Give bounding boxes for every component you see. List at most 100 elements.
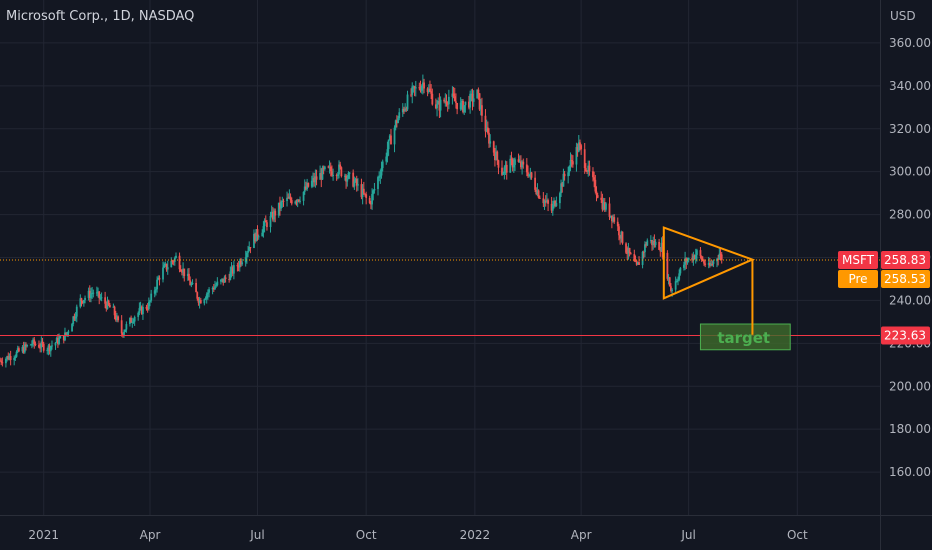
candle-body	[261, 232, 264, 237]
time-axis[interactable]: 2021 Apr Jul Oct 2022 Apr Jul Oct	[0, 515, 932, 543]
candle-body	[87, 290, 90, 298]
candle-body	[149, 300, 151, 302]
candle-body	[635, 261, 638, 265]
pre-market-tag-label: Pre	[848, 272, 867, 286]
candle-body	[129, 317, 131, 325]
candle-body	[236, 265, 239, 267]
candle-body	[241, 262, 244, 265]
candle-body	[414, 87, 417, 89]
candle-body	[13, 357, 16, 361]
candle-body	[270, 211, 273, 216]
candle-body	[481, 105, 483, 116]
candle-body	[204, 298, 207, 300]
candle-body	[486, 127, 489, 133]
candle-body	[130, 317, 133, 323]
candle-body	[155, 289, 157, 291]
candle-body	[460, 100, 463, 103]
candle-body	[90, 293, 92, 298]
candle-body	[71, 323, 73, 332]
candle-body	[348, 172, 351, 174]
candle-body	[195, 282, 197, 293]
x-tick-label: Apr	[140, 528, 161, 542]
candle-body	[660, 242, 663, 252]
candle-body	[679, 267, 682, 274]
candle-body	[240, 260, 242, 265]
candle-body	[282, 200, 285, 202]
candle-body	[9, 356, 12, 361]
candle-body	[166, 267, 169, 270]
candle-body	[269, 215, 272, 228]
candle-body	[686, 260, 689, 263]
candle-body	[477, 89, 480, 94]
candle-body	[365, 194, 368, 198]
candle-body	[153, 290, 156, 294]
candle-body	[274, 210, 277, 216]
candle-body	[347, 172, 350, 179]
candle-body	[568, 166, 571, 173]
candle-body	[649, 240, 652, 242]
candle-body	[145, 307, 148, 309]
candle-body	[1, 362, 4, 364]
candle-body	[17, 348, 20, 352]
candle-body	[332, 174, 335, 176]
candle-body	[385, 156, 388, 162]
currency-label: USD	[890, 9, 916, 23]
candle-body	[211, 287, 214, 290]
candle-body	[621, 231, 624, 244]
x-tick-label: 2022	[460, 528, 491, 542]
last-price-tag-value: 258.83	[884, 253, 926, 267]
candle-body	[256, 229, 259, 237]
candle-body	[124, 329, 127, 332]
candle-body	[479, 105, 482, 110]
candle-body	[421, 82, 424, 86]
candle-body	[394, 120, 397, 128]
drawing-annotations[interactable]: target	[662, 226, 791, 351]
candle-body	[545, 200, 548, 202]
candle-body	[133, 316, 136, 322]
candle-body	[75, 306, 78, 317]
price-axis[interactable]: 160.00180.00200.00220.00240.00260.00280.…	[880, 0, 932, 550]
candle-body	[551, 204, 554, 211]
candle-body	[586, 171, 588, 173]
candle-body	[444, 100, 447, 102]
candle-body	[543, 200, 546, 204]
candle-body	[453, 96, 456, 102]
candle-body	[463, 105, 466, 113]
candle-body	[228, 278, 231, 280]
candle-body	[497, 160, 500, 168]
x-tick-label: Apr	[571, 528, 592, 542]
candle-body	[280, 201, 283, 209]
candle-body	[106, 300, 109, 309]
chart-title: Microsoft Corp., 1D, NASDAQ	[6, 9, 195, 24]
last-price-tag: MSFT 258.83	[838, 251, 930, 270]
candle-body	[277, 202, 280, 216]
candle-body	[165, 263, 168, 270]
pre-market-tag-value-bg	[881, 270, 930, 289]
candle-body	[41, 341, 44, 344]
candle-body	[303, 186, 306, 192]
candle-body	[468, 101, 470, 108]
y-tick-label: 160.00	[889, 465, 931, 479]
candle-body	[420, 85, 423, 91]
candle-body	[299, 200, 301, 202]
candle-body	[386, 149, 389, 157]
candle-body	[336, 174, 339, 177]
candle-body	[430, 91, 433, 94]
candle-body	[105, 303, 108, 309]
candle-body	[198, 300, 201, 303]
candle-body	[558, 193, 561, 204]
candle-body	[257, 236, 260, 238]
candle-body	[254, 233, 257, 242]
candle-body	[237, 266, 240, 268]
y-tick-label: 360.00	[889, 36, 931, 50]
candle-body	[357, 184, 359, 186]
candle-body	[47, 345, 50, 350]
x-tick-label: Jul	[680, 528, 695, 542]
candle-body	[603, 202, 606, 210]
candle-body	[530, 172, 533, 178]
last-price-tag-label: MSFT	[842, 253, 875, 267]
candle-body	[107, 300, 110, 305]
candle-body	[232, 265, 235, 274]
candle-body	[55, 338, 58, 343]
